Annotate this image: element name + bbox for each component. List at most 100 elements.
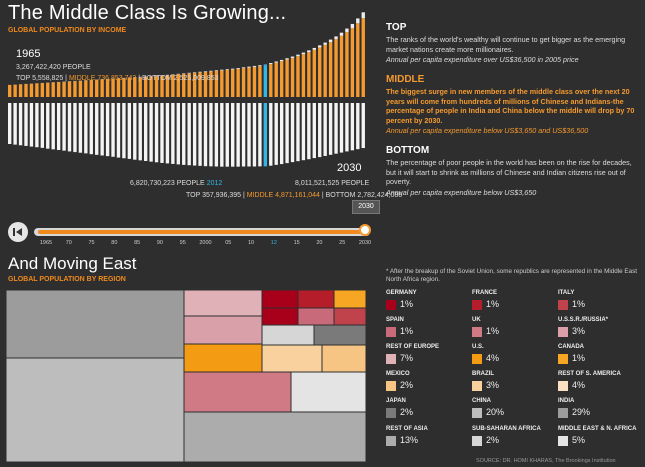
- treemap-cell-italy-8[interactable]: [333, 307, 366, 326]
- timeline-slider-thumb[interactable]: [359, 224, 371, 236]
- bar-top-2027: [345, 28, 349, 33]
- bar-bottom-2008: [241, 103, 246, 167]
- legend-item-middle-east-n-africa[interactable]: MIDDLE EAST & N. AFRICA 5%: [558, 426, 638, 454]
- timeline-tick-20[interactable]: 20: [316, 240, 323, 246]
- legend-item-germany[interactable]: GERMANY 1%: [386, 290, 466, 318]
- timeline-tick-75[interactable]: 75: [88, 240, 95, 246]
- bar-bottom-1965: [8, 103, 12, 144]
- bar-bottom-1974: [56, 103, 61, 150]
- bar-middle-1980: [89, 80, 93, 97]
- timeline-tick-10[interactable]: 10: [248, 240, 255, 246]
- timeline-tick-95[interactable]: 95: [179, 240, 186, 246]
- bar-bottom-2025: [334, 103, 338, 154]
- start-middle: MIDDLE 736,853,742: [68, 75, 137, 82]
- bar-top-2019: [301, 52, 306, 55]
- bar-bottom-2005: [225, 103, 229, 167]
- timeline-tick-80[interactable]: 80: [111, 240, 118, 246]
- treemap-cell-rest-of-europe-2[interactable]: [183, 290, 263, 317]
- treemap-cell-canada-5[interactable]: [333, 290, 366, 309]
- legend-swatch: [386, 327, 396, 337]
- legend-region-name: JAPAN: [386, 398, 406, 404]
- legend-item-brazil[interactable]: BRAZIL 3%: [472, 371, 552, 399]
- timeline-tick-15[interactable]: 15: [293, 240, 300, 246]
- timeline-tick-12[interactable]: 12: [270, 240, 277, 246]
- legend-percentage: 3%: [486, 380, 500, 390]
- legend-item-sub-saharan-africa[interactable]: SUB-SAHARAN AFRICA 2%: [472, 426, 552, 454]
- timeline-tick-2000[interactable]: 2000: [199, 240, 212, 246]
- timeline-tick-2030[interactable]: 2030: [358, 240, 372, 246]
- bar-bottom-2018: [296, 103, 300, 162]
- legend-percentage: 29%: [572, 407, 591, 417]
- bar-top-2006: [231, 68, 235, 70]
- legend-percentage: 1%: [486, 326, 500, 336]
- treemap-cell-rest-of-asia-17[interactable]: [183, 411, 366, 462]
- legend-item-uk[interactable]: UK 1%: [472, 317, 552, 345]
- treemap-cell-france-4[interactable]: [297, 290, 335, 309]
- bar-middle-1987: [127, 77, 132, 97]
- bar-bottom-2028: [350, 103, 355, 151]
- end-middle: MIDDLE 4,871,161,044: [246, 192, 320, 199]
- bar-middle-1979: [84, 80, 88, 97]
- treemap-cell-spain-7[interactable]: [297, 307, 335, 326]
- treemap-cell-uk-15[interactable]: [183, 371, 292, 413]
- legend-item-japan[interactable]: JAPAN 2%: [386, 398, 466, 426]
- legend-item-rest-of-s-america[interactable]: REST OF S. AMERICA 4%: [558, 371, 638, 399]
- timeline-tick-1965[interactable]: 1965: [39, 240, 53, 246]
- legend-region-name: UK: [472, 317, 481, 323]
- legend-item-rest-of-europe[interactable]: REST OF EUROPE 7%: [386, 344, 466, 372]
- bar-bottom-2022: [318, 103, 322, 158]
- legend-item-canada[interactable]: CANADA 1%: [558, 344, 638, 372]
- legend-item-italy[interactable]: ITALY 1%: [558, 290, 638, 318]
- legend-region-name: REST OF EUROPE: [386, 344, 440, 350]
- bar-bottom-1999: [192, 103, 197, 166]
- treemap-cell-germany-6[interactable]: [261, 307, 299, 326]
- legend-item-china[interactable]: CHINA 20%: [472, 398, 552, 426]
- start-breakdown: TOP 5,558,825 | MIDDLE 736,853,742 | BOT…: [16, 75, 219, 82]
- middle-note: Annual per capita expenditure below US$3…: [386, 126, 589, 135]
- treemap-cell-middle-east-n-africa-16[interactable]: [290, 371, 366, 413]
- timeline-tick-70[interactable]: 70: [65, 240, 72, 246]
- bar-bottom-1967: [18, 103, 23, 146]
- treemap-cell-india-0[interactable]: [6, 290, 185, 359]
- middle-explanation: MIDDLE The biggest surge in new members …: [386, 74, 638, 135]
- bar-middle-2014: [274, 62, 278, 97]
- legend-swatch: [472, 381, 482, 391]
- bar-bottom-1995: [171, 103, 175, 164]
- bar-top-2018: [296, 54, 300, 57]
- legend-item-spain[interactable]: SPAIN 1%: [386, 317, 466, 345]
- treemap-cell-china-1[interactable]: [6, 357, 185, 462]
- treemap-cell-sub-saharan-africa-10[interactable]: [261, 324, 315, 346]
- bar-middle-1986: [122, 78, 126, 97]
- treemap-cell-u-s--12[interactable]: [183, 343, 263, 373]
- treemap-cell-brazil-13[interactable]: [261, 344, 323, 373]
- legend-item-india[interactable]: INDIA 29%: [558, 398, 638, 426]
- bar-bottom-1968: [24, 103, 28, 146]
- legend-item-france[interactable]: FRANCE 1%: [472, 290, 552, 318]
- bar-middle-2006: [231, 69, 235, 97]
- legend-swatch: [472, 436, 482, 446]
- treemap-cell-germany-3[interactable]: [261, 290, 299, 309]
- bar-bottom-2024: [328, 103, 333, 155]
- bar-middle-1968: [24, 84, 28, 97]
- bar-bottom-2020: [307, 103, 311, 160]
- legend-swatch: [386, 436, 396, 446]
- replay-button[interactable]: [8, 222, 28, 242]
- timeline-tick-05[interactable]: 05: [225, 240, 232, 246]
- legend-item-u-s-s-r-russia-[interactable]: U.S.S.R./RUSSIA* 3%: [558, 317, 638, 345]
- treemap-cell-u-s-s-r-russia--9[interactable]: [183, 315, 263, 345]
- timeline-tick-25[interactable]: 25: [339, 240, 346, 246]
- legend-item-u-s-[interactable]: U.S. 4%: [472, 344, 552, 372]
- bar-bottom-1977: [73, 103, 77, 153]
- timeline-tick-90[interactable]: 90: [156, 240, 163, 246]
- legend-item-rest-of-asia[interactable]: REST OF ASIA 13%: [386, 426, 466, 454]
- bar-bottom-2029: [356, 103, 360, 150]
- bar-bottom-1996: [176, 103, 180, 165]
- timeline-tick-85[interactable]: 85: [134, 240, 141, 246]
- treemap-cell-mexico-14[interactable]: [321, 344, 366, 373]
- bar-middle-1995: [171, 74, 175, 97]
- legend-item-mexico[interactable]: MEXICO 2%: [386, 371, 466, 399]
- bar-bottom-1993: [160, 103, 164, 163]
- treemap-cell-japan-11[interactable]: [313, 324, 366, 346]
- bar-top-2008: [241, 67, 246, 69]
- legend-region-name: U.S.: [472, 344, 484, 350]
